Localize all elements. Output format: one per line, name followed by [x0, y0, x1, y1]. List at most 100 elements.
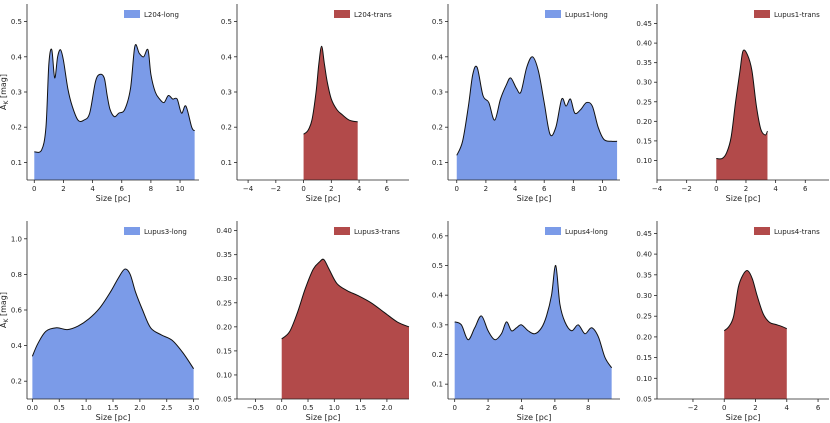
legend-label: Lupus1-long: [565, 11, 608, 19]
y-tick-label: 0.45: [636, 20, 652, 28]
x-axis-label: Size [pc]: [726, 413, 761, 422]
panel-L204-long: 0 2 4 6 8 10 0.1 0.2 0.3 0.4 0.5 Size [pc] AK [mag] L…: [0, 4, 199, 203]
area-fill-L204-trans: [303, 46, 358, 180]
y-tick-label: 0.05: [216, 396, 232, 404]
x-tick-label: 6: [553, 404, 558, 412]
x-tick-label: −2: [271, 185, 281, 193]
x-tick-label: 4: [785, 404, 790, 412]
y-tick-label: 0.6: [432, 232, 444, 240]
legend-label: L204-trans: [354, 11, 392, 19]
y-tick-label: 0.2: [11, 378, 22, 386]
panel-Lupus1-trans: −4 −2 0 2 4 6 0.10 0.15 0.20 0.25 0.30 0.35 0.40 0.45…: [636, 4, 829, 203]
x-axis-label: Size [pc]: [96, 413, 131, 422]
x-tick-label: 0: [301, 185, 305, 193]
profile-line-Lupus1-long: [456, 56, 618, 156]
x-tick-label: 8: [149, 185, 153, 193]
profile-line-Lupus3-long: [31, 268, 195, 370]
y-tick-label: 0.35: [216, 251, 232, 259]
y-tick-label: 0.4: [432, 53, 444, 61]
y-tick-label: 1.0: [11, 235, 22, 243]
y-tick-label: 0.30: [636, 292, 652, 300]
x-tick-label: 1.5: [355, 404, 366, 412]
profile-line-Lupus4-trans: [723, 270, 787, 332]
x-tick-label: 4: [357, 185, 362, 193]
y-tick-label: 0.10: [636, 157, 652, 165]
panel-Lupus4-long: 0 2 4 6 8 0.1 0.2 0.3 0.4 0.5 0.6 Size [pc] Lupus4-l…: [432, 221, 620, 422]
x-tick-label: −4: [243, 185, 254, 193]
x-tick-label: 8: [571, 185, 575, 193]
x-tick-label: 0: [32, 185, 36, 193]
x-axis-label: Size [pc]: [96, 194, 131, 203]
x-tick-label: 0: [714, 185, 718, 193]
y-tick-label: 0.4: [432, 292, 444, 300]
x-tick-label: 6: [816, 404, 821, 412]
y-tick-label: 0.15: [216, 347, 232, 355]
x-tick-label: 6: [385, 185, 390, 193]
y-tick-label: 0.20: [216, 323, 232, 331]
x-tick-label: 1.0: [329, 404, 340, 412]
y-tick-label: 0.4: [221, 53, 233, 61]
y-tick-label: 0.5: [432, 18, 443, 26]
panel-Lupus4-trans: −2 0 2 4 6 0.05 0.10 0.15 0.20 0.25 0.30 0.35 0.40 0.…: [636, 221, 829, 422]
x-tick-label: 3.0: [188, 404, 199, 412]
legend-label: Lupus3-long: [144, 228, 187, 236]
y-tick-label: 0.2: [221, 124, 232, 132]
x-tick-label: 1.5: [107, 404, 118, 412]
area-fill-L204-long: [34, 44, 195, 181]
y-tick-label: 0.2: [11, 124, 22, 132]
x-tick-label: 8: [586, 404, 590, 412]
y-tick-label: 0.10: [636, 375, 652, 383]
legend-label: Lupus4-long: [565, 228, 608, 236]
y-tick-label: 0.4: [11, 53, 23, 61]
area-fill-Lupus1-trans: [716, 49, 768, 180]
y-tick-label: 0.5: [432, 262, 443, 270]
x-tick-label: 10: [176, 185, 185, 193]
profile-line-Lupus4-long: [454, 264, 613, 369]
x-tick-label: −2: [681, 185, 691, 193]
x-tick-label: 6: [803, 185, 808, 193]
legend-swatch: [545, 10, 561, 18]
y-axis-label: AK [mag]: [0, 74, 10, 110]
legend-label: Lupus4-trans: [774, 228, 820, 236]
profile-line-L204-long: [34, 44, 196, 153]
profile-line-Lupus3-trans: [281, 258, 410, 340]
y-tick-label: 0.15: [636, 137, 652, 145]
x-tick-label: 2: [484, 185, 488, 193]
x-tick-label: 6: [120, 185, 125, 193]
legend-swatch: [754, 10, 770, 18]
y-tick-label: 0.5: [11, 18, 22, 26]
x-tick-label: 4: [773, 185, 778, 193]
y-tick-label: 0.40: [216, 227, 232, 235]
x-tick-label: 2: [329, 185, 333, 193]
y-tick-label: 0.8: [11, 271, 22, 279]
profile-line-Lupus1-trans: [716, 49, 768, 160]
y-tick-label: 0.40: [636, 40, 652, 48]
y-tick-label: 0.30: [636, 79, 652, 87]
x-tick-label: 4: [519, 404, 524, 412]
x-tick-label: 0.0: [27, 404, 38, 412]
x-tick-label: 2: [486, 404, 490, 412]
y-tick-label: 0.10: [216, 371, 232, 379]
x-tick-label: −0.5: [247, 404, 264, 412]
area-fill-Lupus3-trans: [281, 259, 409, 399]
panel-L204-trans: −4 −2 0 2 4 6 0.1 0.2 0.3 0.4 0.5 Size [pc] L204-tra…: [221, 4, 409, 203]
x-tick-label: 2.0: [381, 404, 392, 412]
x-tick-label: 0.5: [54, 404, 65, 412]
y-tick-label: 0.2: [432, 124, 443, 132]
y-tick-label: 0.05: [636, 396, 652, 404]
x-tick-label: −2: [688, 404, 698, 412]
area-fill-Lupus1-long: [456, 56, 618, 180]
y-tick-label: 0.30: [216, 275, 232, 283]
y-tick-label: 0.1: [221, 159, 232, 167]
y-tick-label: 0.25: [216, 299, 232, 307]
x-tick-label: 0.5: [302, 404, 313, 412]
y-tick-label: 0.1: [432, 159, 443, 167]
x-tick-label: 4: [90, 185, 95, 193]
area-fill-Lupus4-trans: [724, 270, 787, 399]
y-tick-label: 0.20: [636, 118, 652, 126]
x-axis-label: Size [pc]: [726, 194, 761, 203]
legend-label: L204-long: [144, 11, 179, 19]
x-tick-label: 0.0: [276, 404, 287, 412]
y-tick-label: 0.45: [636, 230, 652, 238]
x-axis-label: Size [pc]: [517, 194, 552, 203]
